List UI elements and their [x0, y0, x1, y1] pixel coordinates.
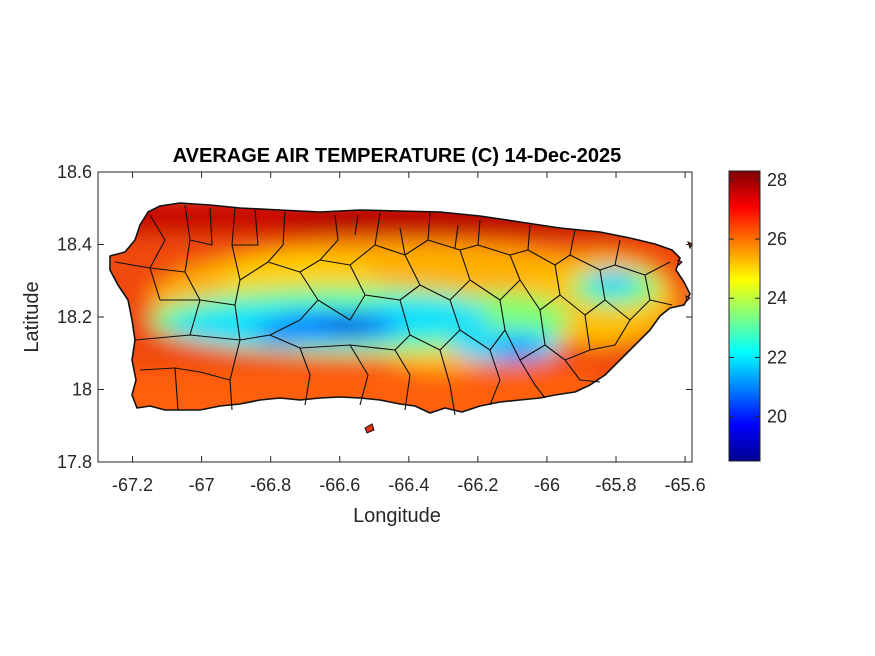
- x-axis-ticks: -67.2 -67 -66.8 -66.6 -66.4 -66.2 -66 -65.8 -65.…: [112, 172, 706, 495]
- colorbar: [728, 170, 761, 462]
- y-axis-label: Latitude: [21, 281, 43, 352]
- x-tick-label: -65.8: [596, 475, 637, 495]
- colorbar-tick-label: 28: [767, 170, 787, 190]
- y-tick-label: 18.6: [57, 162, 92, 182]
- x-tick-label: -66: [534, 475, 560, 495]
- x-tick-label: -66.6: [319, 475, 360, 495]
- y-tick-label: 18.4: [57, 235, 92, 255]
- y-tick-label: 18.2: [57, 307, 92, 327]
- colorbar-tick-label: 24: [767, 288, 787, 308]
- y-tick-label: 17.8: [57, 452, 92, 472]
- x-tick-label: -65.6: [665, 475, 706, 495]
- colorbar-tick-label: 26: [767, 229, 787, 249]
- x-tick-label: -66.2: [457, 475, 498, 495]
- colorbar-tick-label: 22: [767, 347, 787, 367]
- coastline: [109, 202, 691, 414]
- x-tick-label: -67: [189, 475, 215, 495]
- x-tick-label: -66.4: [388, 475, 429, 495]
- x-tick-label: -66.8: [250, 475, 291, 495]
- y-tick-label: 18: [72, 380, 92, 400]
- x-tick-label: -67.2: [112, 475, 153, 495]
- colorbar-ticks: 20 22 24 26 28: [729, 170, 787, 427]
- colorbar-tick-label: 20: [767, 407, 787, 427]
- chart-title: AVERAGE AIR TEMPERATURE (C) 14-Dec-2025: [173, 145, 622, 167]
- y-axis-ticks: 17.8 18 18.2 18.4 18.6: [57, 162, 692, 472]
- municipality-boundaries: [114, 204, 673, 416]
- x-axis-label: Longitude: [353, 505, 441, 527]
